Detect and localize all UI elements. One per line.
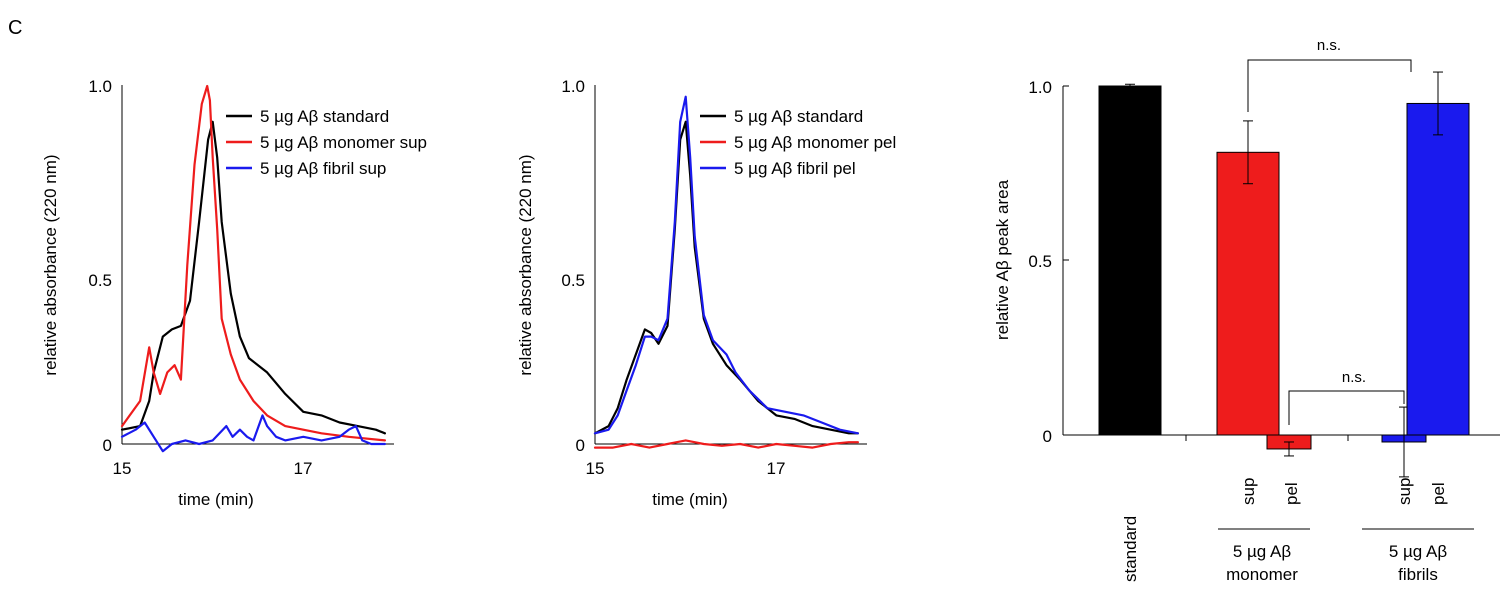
chart-3-bars	[1098, 71, 1470, 478]
chart-1-series-line-0	[120, 120, 386, 435]
chart-3-y-ticks: 1.0 0.5 0	[1028, 78, 1052, 446]
bar-0	[1098, 85, 1162, 436]
chart-2-x-tick-17: 17	[767, 459, 786, 478]
chart-1-y-axis-label: relative absorbance (220 nm)	[41, 154, 60, 375]
chart-1-y-ticks: 1.0 0.5 0	[88, 77, 112, 455]
legend-label-fibril-sup: 5 µg Aβ fibril sup	[260, 159, 386, 178]
bar-4	[1406, 102, 1470, 436]
chart-3-group-labels: 5 µg Aβ monomer 5 µg Aβ fibrils	[1218, 528, 1474, 584]
chart-3-peak-area-bars: relative Aβ peak area 1.0 0.5 0 standard…	[993, 37, 1500, 584]
category-label-3: sup	[1395, 478, 1414, 505]
bar-1	[1216, 151, 1280, 436]
bracket-ns-1-label: n.s.	[1317, 37, 1341, 54]
chart-1-y-tick-1: 1.0	[88, 77, 112, 96]
chart-3-y-tick-0.5: 0.5	[1028, 252, 1052, 271]
legend-label-monomer-sup: 5 µg Aβ monomer sup	[260, 133, 427, 152]
chart-2-series-line-2	[593, 95, 860, 435]
chart-1-series-line-1	[120, 84, 386, 442]
chart-3-y-tick-0: 0	[1043, 427, 1052, 446]
chart-1-x-tick-15: 15	[113, 459, 132, 478]
category-label-1: sup	[1239, 478, 1258, 505]
legend-label-monomer-pel: 5 µg Aβ monomer pel	[734, 133, 896, 152]
chart-2-y-ticks: 1.0 0.5 0	[561, 77, 585, 455]
legend-label-standard: 5 µg Aβ standard	[260, 107, 389, 126]
chart-1-x-axis-label: time (min)	[178, 490, 254, 509]
chart-2-y-tick-1: 1.0	[561, 77, 585, 96]
group-label-monomer-line2: monomer	[1226, 565, 1298, 584]
group-label-fibrils-line1: 5 µg Aβ	[1389, 542, 1448, 561]
chart-2-x-tick-15: 15	[586, 459, 605, 478]
chart-2-legend: 5 µg Aβ standard 5 µg Aβ monomer pel 5 µ…	[700, 107, 896, 178]
group-label-fibrils-line2: fibrils	[1398, 565, 1438, 584]
category-label-4: pel	[1429, 482, 1448, 505]
bracket-ns-1	[1247, 59, 1412, 112]
legend-label-fibril-pel: 5 µg Aβ fibril pel	[734, 159, 856, 178]
chart-2-monomer-fibril-pel: relative absorbance (220 nm) time (min) …	[516, 77, 896, 509]
bracket-ns-2	[1288, 390, 1405, 425]
group-label-monomer-line1: 5 µg Aβ	[1233, 542, 1292, 561]
chart-1-monomer-fibril-sup: relative absorbance (220 nm) time (min) …	[41, 77, 427, 509]
chart-2-y-axis-label: relative absorbance (220 nm)	[516, 154, 535, 375]
chart-1-series-lines	[120, 84, 386, 453]
bracket-ns-2-label: n.s.	[1342, 369, 1366, 386]
chart-2-series-lines	[593, 95, 860, 449]
chart-1-series-line-2	[120, 414, 386, 453]
chart-2-x-ticks: 15 17	[586, 459, 786, 478]
category-label-0: standard	[1121, 516, 1140, 582]
legend-label-standard-2: 5 µg Aβ standard	[734, 107, 863, 126]
chart-3-significance-brackets: n.s. n.s.	[1247, 37, 1412, 425]
panel-label: C	[8, 17, 22, 39]
chart-1-y-tick-0.5: 0.5	[88, 271, 112, 290]
chart-1-x-ticks: 15 17	[113, 459, 313, 478]
chart-3-y-tick-marks	[1063, 85, 1349, 441]
chart-2-y-tick-0.5: 0.5	[561, 271, 585, 290]
chart-3-y-axis-label: relative Aβ peak area	[993, 179, 1012, 340]
chart-3-y-tick-1: 1.0	[1028, 78, 1052, 97]
chart-1-y-tick-0: 0	[103, 436, 112, 455]
chart-1-legend: 5 µg Aβ standard 5 µg Aβ monomer sup 5 µ…	[226, 107, 427, 178]
chart-2-y-tick-0: 0	[576, 436, 585, 455]
category-label-2: pel	[1282, 482, 1301, 505]
chart-2-x-axis-label: time (min)	[652, 490, 728, 509]
chart-1-axes	[121, 85, 394, 445]
chart-1-x-tick-17: 17	[294, 459, 313, 478]
chart-2-series-line-1	[593, 439, 860, 449]
